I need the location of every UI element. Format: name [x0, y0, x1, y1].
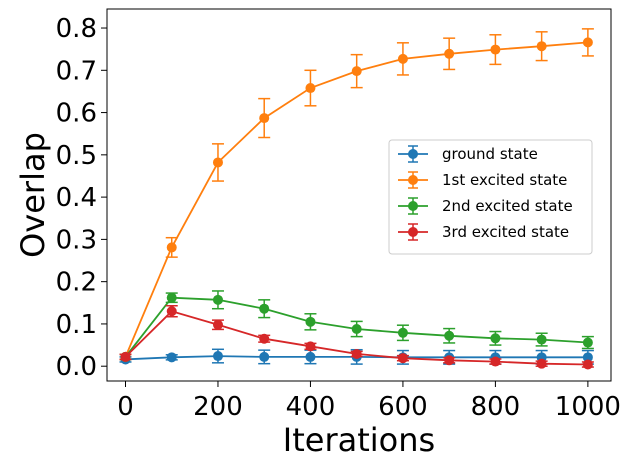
data-point	[212, 294, 223, 305]
axes-layer: 0 200 400 600 800 1000 0.0 0.1 0.2 0.3 0.4 0.5 0.6 0.…	[56, 14, 621, 422]
data-point	[397, 53, 408, 64]
data-point	[582, 352, 593, 363]
legend: ground state 1st excited state 2nd excited…	[388, 139, 593, 255]
legend-marker	[408, 149, 418, 159]
data-point	[490, 44, 501, 55]
legend-label: 2nd excited state	[442, 197, 573, 215]
data-point	[166, 292, 177, 303]
data-point	[490, 333, 501, 344]
data-point	[444, 48, 455, 59]
data-point	[166, 352, 177, 363]
plot-frame	[106, 8, 612, 382]
x-tick-label: 400	[286, 392, 336, 422]
data-point	[490, 356, 501, 367]
x-tick-label: 1000	[555, 392, 621, 422]
data-point	[259, 113, 270, 124]
x-tick-label: 600	[378, 392, 428, 422]
y-axis-label: Overlap	[14, 132, 52, 258]
y-tick-label: 0.0	[56, 352, 97, 382]
legend-box	[388, 139, 593, 255]
data-point	[397, 353, 408, 364]
data-point	[582, 37, 593, 48]
x-tick-label: 200	[193, 392, 243, 422]
data-point	[305, 341, 316, 352]
data-point	[536, 358, 547, 369]
legend-label: 1st excited state	[442, 171, 567, 189]
legend-marker	[408, 227, 418, 237]
x-tick-label: 0	[117, 392, 134, 422]
data-point	[212, 319, 223, 330]
x-axis-label: Iterations	[283, 421, 435, 459]
data-point	[536, 334, 547, 345]
y-tick-label: 0.1	[56, 310, 97, 340]
data-point	[120, 351, 131, 362]
y-tick-label: 0.6	[56, 99, 97, 129]
y-tick-label: 0.8	[56, 14, 97, 44]
data-point	[444, 330, 455, 341]
x-tick-label: 800	[471, 392, 521, 422]
data-point	[305, 316, 316, 327]
data-point	[351, 348, 362, 359]
legend-marker	[408, 175, 418, 185]
y-tick-label: 0.7	[56, 56, 97, 86]
data-point	[444, 355, 455, 366]
y-tick-label: 0.3	[56, 225, 97, 255]
data-point	[305, 351, 316, 362]
y-tick-label: 0.4	[56, 183, 97, 213]
data-point	[259, 303, 270, 314]
data-point	[166, 242, 177, 253]
data-point	[397, 327, 408, 338]
legend-label: ground state	[442, 145, 538, 163]
data-point	[305, 83, 316, 94]
y-tick-label: 0.5	[56, 141, 97, 171]
data-point	[351, 324, 362, 335]
legend-label: 3rd excited state	[442, 223, 569, 241]
data-point	[212, 157, 223, 168]
data-point	[166, 306, 177, 317]
series-3rd-excited-state	[119, 305, 594, 370]
data-point	[212, 351, 223, 362]
data-point	[582, 337, 593, 348]
data-point	[582, 359, 593, 370]
legend-marker	[408, 201, 418, 211]
y-tick-label: 0.2	[56, 268, 97, 298]
series-2nd-excited-state	[119, 290, 594, 362]
data-point	[536, 41, 547, 52]
series-layer	[119, 28, 594, 370]
data-point	[351, 66, 362, 77]
data-point	[259, 351, 270, 362]
data-point	[259, 333, 270, 344]
